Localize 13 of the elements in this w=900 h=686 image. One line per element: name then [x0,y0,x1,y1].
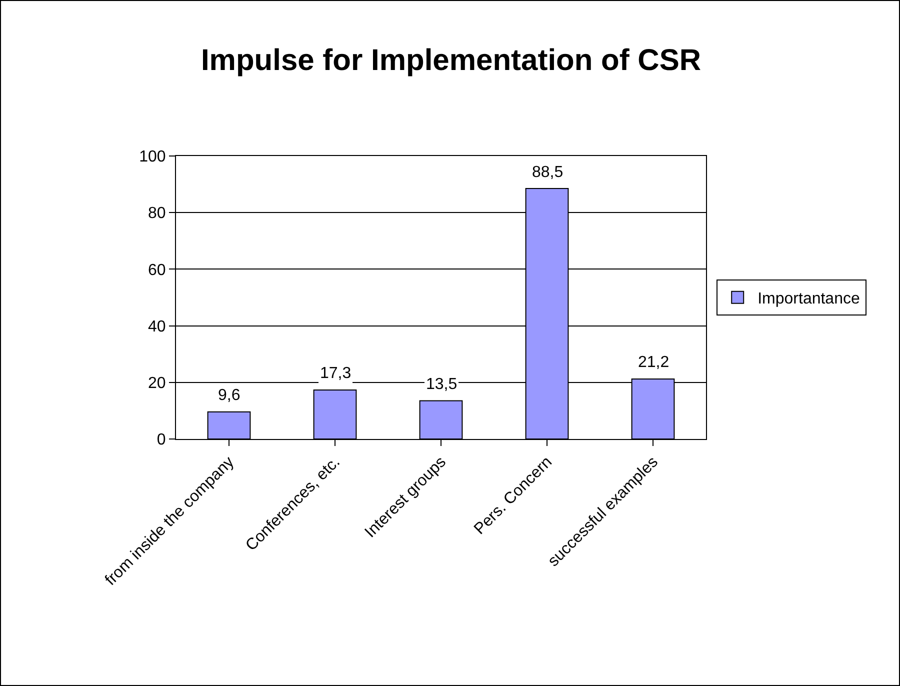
y-tick-label: 80 [148,205,166,222]
y-tick-label: 60 [148,262,166,279]
y-tick-label: 40 [148,318,166,336]
data-label: 9,6 [218,387,240,404]
y-tick-label: 0 [156,432,166,449]
legend-label: Importantance [758,290,860,308]
y-tick-label: 20 [148,375,166,392]
data-label: 88,5 [532,164,564,181]
data-label: 13,5 [426,376,458,393]
y-tick-label: 100 [139,148,166,166]
data-label: 17,3 [320,365,352,382]
data-label: 21,2 [638,354,670,371]
chart-title: Impulse for Implementation of CSR [200,44,702,78]
